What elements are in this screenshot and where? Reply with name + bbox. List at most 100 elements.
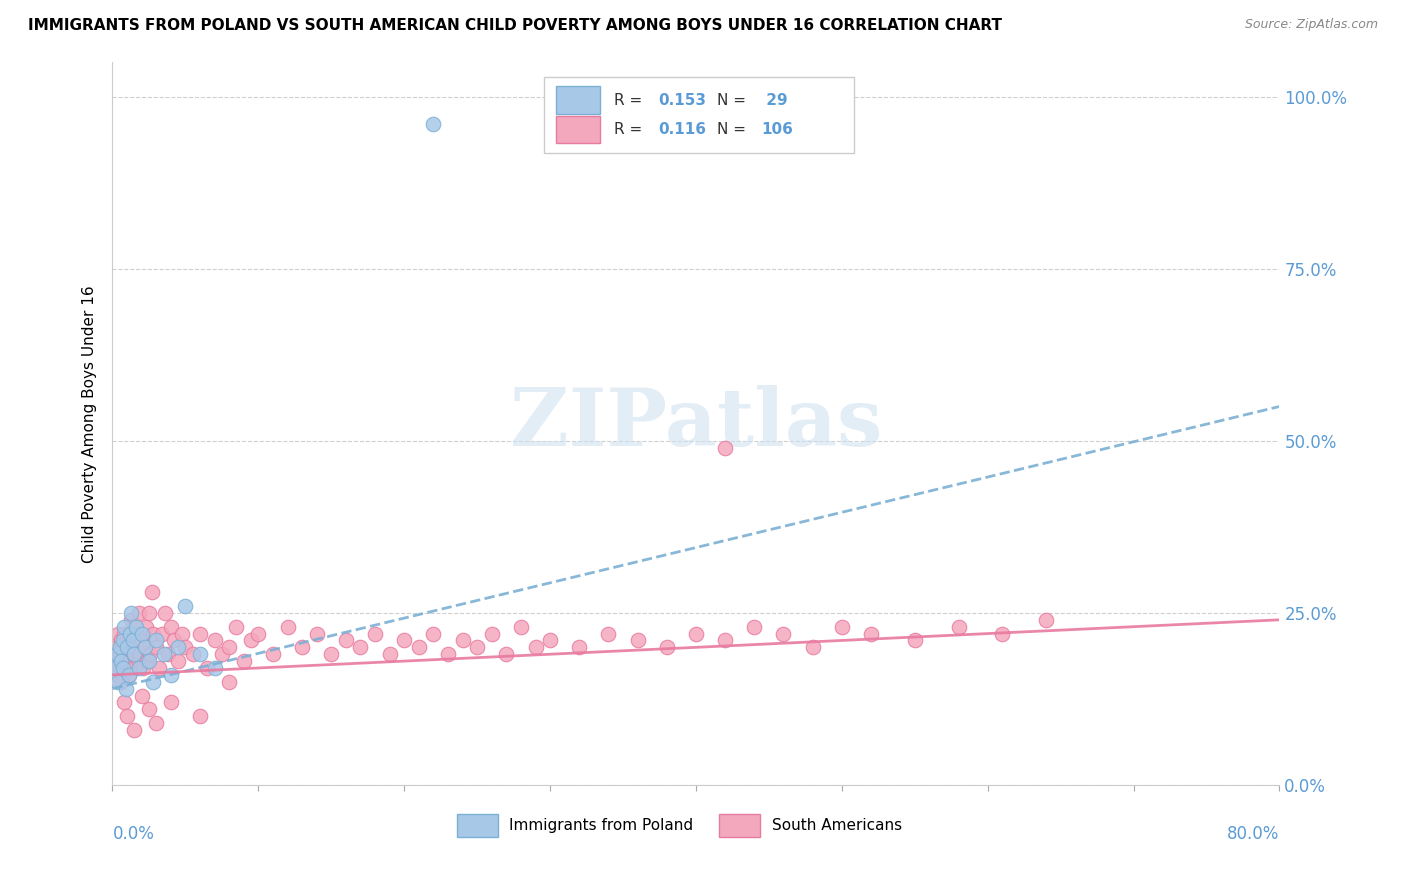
Point (481, 626, 503, 640)
Point (394, 633, 416, 648)
Point (117, 668, 139, 682)
Point (118, 654, 141, 668)
Point (105, 647, 128, 661)
Point (107, 674, 129, 689)
Point (181, 647, 204, 661)
Point (134, 640, 156, 655)
Point (145, 716, 167, 731)
Point (422, 626, 444, 640)
Point (142, 674, 165, 689)
Point (167, 654, 190, 668)
Point (948, 620, 970, 634)
Point (122, 633, 145, 648)
Point (114, 654, 136, 668)
Point (131, 689, 153, 703)
Point (127, 626, 149, 640)
FancyBboxPatch shape (720, 814, 761, 837)
Point (152, 647, 174, 661)
Point (110, 654, 132, 668)
Point (831, 620, 853, 634)
Point (124, 647, 146, 661)
Point (188, 647, 211, 661)
Point (138, 702, 160, 716)
Point (136, 654, 159, 668)
Point (108, 661, 131, 675)
Point (335, 633, 357, 648)
Point (801, 640, 824, 655)
Point (115, 640, 138, 655)
Text: 0.116: 0.116 (658, 122, 707, 137)
Point (291, 640, 314, 655)
Point (107, 626, 129, 640)
Point (655, 640, 678, 655)
Point (118, 626, 141, 640)
Point (225, 620, 247, 634)
Point (904, 633, 927, 648)
Point (125, 640, 148, 655)
Point (120, 640, 142, 655)
Point (305, 626, 328, 640)
Point (132, 661, 155, 675)
Text: ZIPatlas: ZIPatlas (510, 384, 882, 463)
Point (772, 626, 794, 640)
FancyBboxPatch shape (555, 116, 600, 144)
Point (117, 668, 139, 682)
Point (364, 626, 387, 640)
Point (104, 661, 127, 675)
Point (139, 647, 162, 661)
Point (247, 626, 270, 640)
Point (195, 661, 218, 675)
Text: 0.0%: 0.0% (112, 825, 155, 843)
FancyBboxPatch shape (555, 87, 600, 114)
Point (156, 647, 179, 661)
Text: 29: 29 (761, 93, 787, 108)
Point (117, 647, 139, 661)
Point (115, 661, 138, 675)
Point (150, 626, 173, 640)
Point (262, 647, 284, 661)
Point (568, 640, 591, 655)
Point (115, 709, 138, 723)
Point (111, 633, 134, 648)
Point (160, 668, 183, 682)
Point (451, 633, 474, 648)
Point (172, 626, 194, 640)
Point (422, 117, 444, 131)
Text: R =: R = (614, 122, 647, 137)
Point (124, 723, 146, 737)
Point (742, 620, 765, 634)
Point (110, 654, 132, 668)
Point (131, 633, 153, 648)
Point (349, 640, 371, 655)
Point (108, 640, 131, 655)
Point (188, 709, 211, 723)
Text: 80.0%: 80.0% (1227, 825, 1279, 843)
Point (122, 647, 145, 661)
Point (105, 640, 128, 655)
Point (115, 633, 138, 648)
Text: Source: ZipAtlas.com: Source: ZipAtlas.com (1244, 18, 1378, 31)
Point (538, 633, 561, 648)
Point (114, 681, 136, 696)
Point (153, 606, 176, 620)
Point (174, 640, 197, 655)
Text: South Americans: South Americans (772, 818, 901, 833)
Point (174, 599, 197, 613)
Point (860, 626, 883, 640)
Point (204, 661, 226, 675)
Point (111, 640, 134, 655)
Point (509, 620, 531, 634)
Point (714, 441, 737, 455)
Point (141, 585, 163, 599)
Point (218, 640, 240, 655)
Point (112, 626, 135, 640)
Point (120, 613, 142, 627)
Text: R =: R = (614, 93, 647, 108)
Point (111, 661, 134, 675)
Point (134, 640, 156, 655)
Point (991, 626, 1014, 640)
Point (145, 640, 167, 655)
Point (135, 620, 157, 634)
Point (138, 654, 160, 668)
Point (437, 647, 460, 661)
